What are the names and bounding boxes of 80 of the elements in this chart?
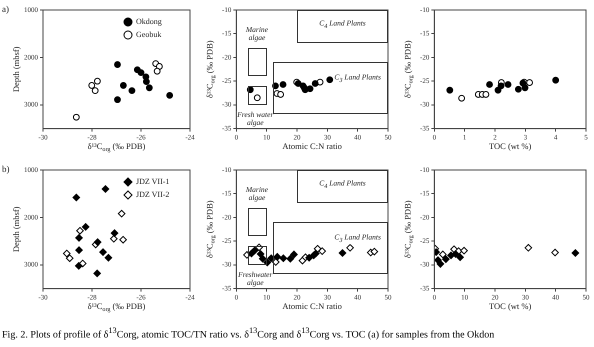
point [290,250,298,258]
y-axis-title: Depth (mbsf) [11,46,22,92]
point [258,254,267,263]
text: a) [2,4,9,14]
point [104,254,112,262]
point [94,238,102,246]
point [93,270,101,278]
point [572,249,580,257]
point [442,255,450,263]
point [524,244,532,252]
point [75,246,83,254]
point [482,91,490,98]
point [280,81,286,88]
point [94,78,101,85]
point [72,114,80,121]
point [146,84,153,92]
point [346,244,354,252]
point [277,91,284,98]
point [267,254,276,262]
point [452,250,460,258]
x-axis-title: Atomic C:N ratio [282,300,342,311]
point [119,236,127,244]
point [114,96,121,104]
point [82,223,90,231]
point [138,69,144,76]
point [526,79,533,86]
point [446,86,454,94]
point [306,85,314,92]
point [74,262,83,270]
point [76,226,84,235]
x-axis-title: TOC (wt %) [488,140,532,151]
point [166,92,174,99]
point [110,234,118,243]
point [522,84,528,92]
point [120,82,127,89]
point [75,234,83,242]
point [273,253,282,261]
x-axis-title: TOC (wt %) [488,300,532,311]
point [504,81,512,88]
point [102,185,110,193]
point [312,250,320,258]
point [142,78,150,86]
point [114,61,121,68]
point [280,254,288,262]
point [552,76,560,84]
point [72,194,80,202]
point [338,249,346,257]
point [439,250,447,258]
legend-label: Geobuk [136,30,162,40]
point [118,210,126,218]
x-axis-title: Atomic C:N ratio [282,140,342,151]
point [326,76,334,84]
point [436,260,444,268]
point [88,82,96,89]
legend-label: Okdong [136,17,162,26]
point [460,246,468,254]
point [312,80,319,87]
point [99,248,107,256]
point [286,254,294,263]
caption: Fig. 2. Plots of profile of δ$^{13}$Corg, atomic TOC/TN ratio vs. δ$^{13}$Corg and δ$^{13}$Corg vs. TOC (a) for samples from the Okdon [2,326,494,340]
point [498,82,504,90]
point [154,68,161,75]
point [92,87,99,94]
legend-label: JDZ VII-1 [136,177,170,186]
point [486,81,493,88]
point [370,248,378,256]
point [62,250,71,258]
point [514,86,522,93]
point [456,253,464,262]
point [305,254,313,262]
point [110,229,118,237]
point [551,248,559,256]
y-axis-title: Depth (mbsf) [11,206,22,252]
legend-label: JDZ VII-2 [136,190,170,200]
point [66,254,74,262]
text: b) [2,164,10,174]
point [250,246,258,254]
point [128,87,136,94]
point [458,94,466,102]
point [318,247,326,255]
